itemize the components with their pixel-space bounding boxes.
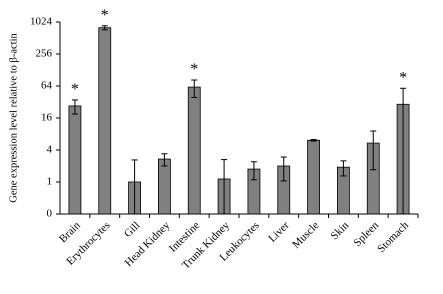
- x-tick-label: Gill: [122, 219, 143, 240]
- bar: [68, 105, 82, 215]
- x-tick-label: Muscle: [290, 219, 321, 250]
- x-tick-label: Liver: [266, 219, 292, 245]
- significance-mark: *: [190, 61, 198, 78]
- significance-mark: *: [399, 69, 407, 86]
- y-tick-label: 256: [36, 48, 53, 60]
- significance-mark: *: [101, 7, 109, 24]
- bar: [307, 139, 320, 215]
- y-tick-label: 1024: [30, 16, 53, 28]
- bar: [187, 86, 201, 215]
- x-tick-label: Stomach: [375, 219, 411, 255]
- y-tick-label: 64: [41, 80, 53, 92]
- y-tick-label: 0: [47, 208, 53, 220]
- significance-mark: *: [71, 81, 79, 98]
- y-axis-label: Gene expression level relative to β-acti…: [8, 33, 19, 203]
- bar: [158, 158, 171, 215]
- y-tick-label: 4: [47, 144, 53, 156]
- y-tick-label: 16: [41, 112, 53, 124]
- y-tick-label: 1: [47, 176, 53, 188]
- x-tick-label: Skin: [329, 219, 352, 242]
- bar: [98, 27, 112, 215]
- x-tick-label: Brain: [57, 219, 83, 245]
